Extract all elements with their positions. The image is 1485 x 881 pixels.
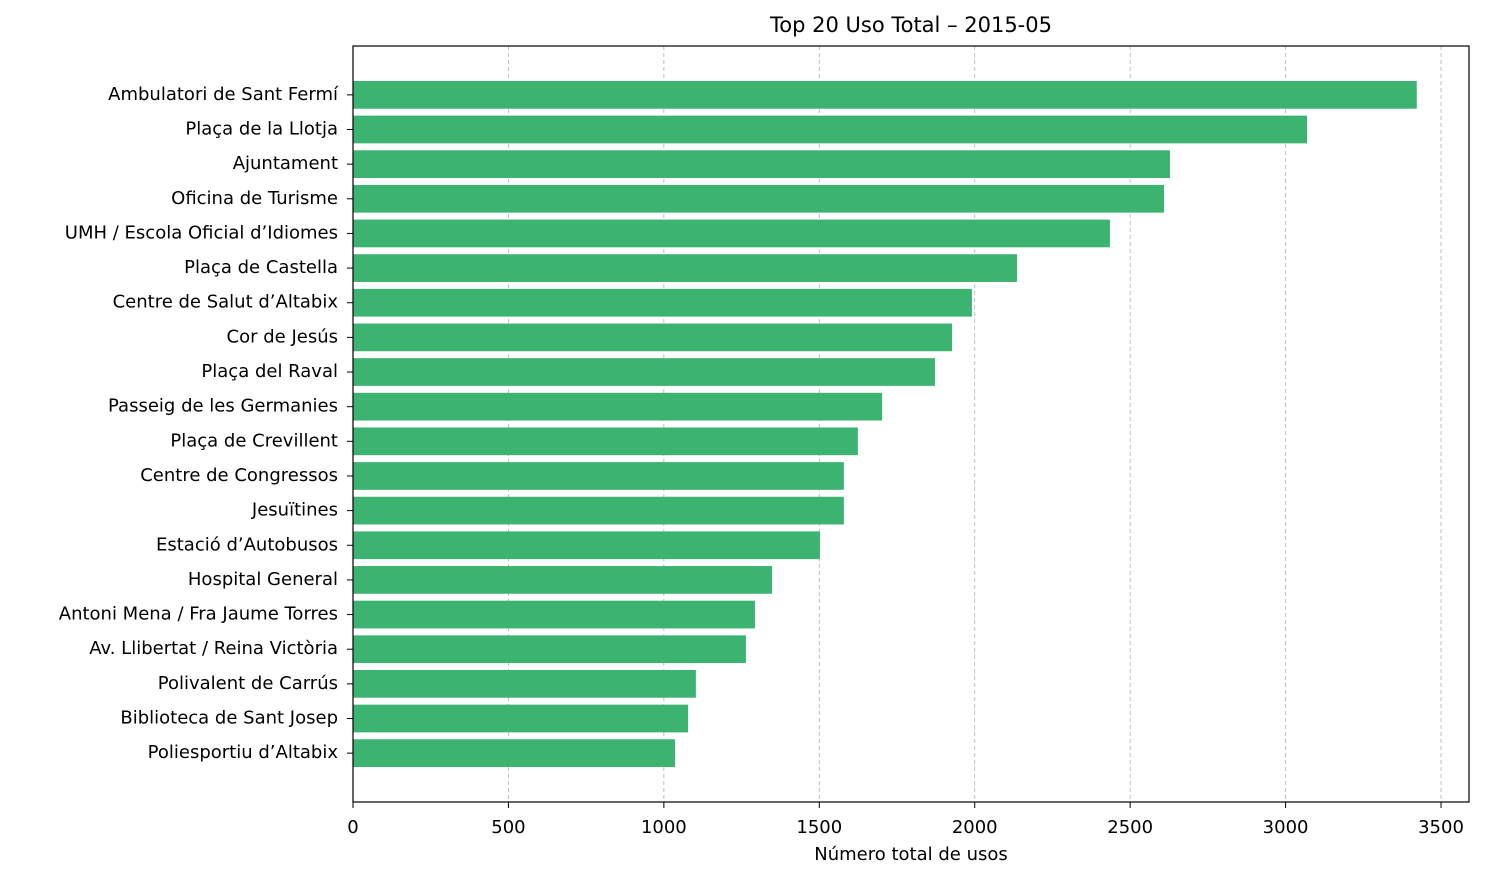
bar [353, 358, 935, 386]
bar [353, 635, 746, 664]
y-tick-label: Polivalent de Carrús [158, 673, 338, 694]
bar [353, 427, 858, 456]
bar [353, 254, 1018, 282]
y-tick-label: Poliesportiu d’Altabix [148, 742, 339, 763]
x-tick-label: 2000 [952, 817, 998, 838]
y-tick-label: Centre de Congressos [140, 465, 338, 486]
y-tick-label: UMH / Escola Oficial d’Idiomes [65, 222, 338, 243]
bar [353, 496, 844, 525]
plot-frame [352, 45, 1470, 803]
y-tick-label: Jesuïtines [251, 500, 338, 521]
bar [353, 462, 844, 490]
y-tick-label: Av. Llibertat / Reina Victòria [89, 638, 338, 659]
y-tick-label: Centre de Salut d’Altabix [113, 292, 339, 313]
x-tick-label: 1000 [641, 817, 687, 838]
bar [353, 600, 755, 629]
y-tick-label: Cor de Jesús [227, 326, 338, 347]
bar [353, 669, 696, 698]
x-tick-label: 2500 [1107, 817, 1153, 838]
chart-title: Top 20 Uso Total – 2015-05 [769, 13, 1052, 37]
x-tick-label: 3500 [1418, 817, 1464, 838]
y-tick-label: Biblioteca de Sant Josep [120, 708, 338, 729]
y-tick-label: Plaça de Crevillent [170, 430, 338, 451]
y-tick-label: Plaça del Raval [201, 361, 338, 382]
bar [353, 323, 953, 352]
y-tick-label: Plaça de la Llotja [185, 118, 338, 139]
x-axis-label: Número total de usos [814, 844, 1008, 865]
y-tick-label: Plaça de Castella [184, 257, 338, 278]
bar [353, 566, 773, 594]
x-tick-label: 0 [347, 817, 358, 838]
y-tick-label: Oficina de Turisme [171, 188, 338, 209]
bar [353, 531, 820, 560]
bar [353, 80, 1417, 109]
bar [353, 739, 676, 768]
y-tick-label: Passeig de les Germanies [108, 396, 338, 417]
bar [353, 704, 689, 733]
y-tick-label: Ajuntament [233, 153, 338, 174]
y-tick-label: Ambulatori de Sant Fermí [108, 84, 339, 105]
bar [353, 150, 1170, 179]
y-tick-label: Hospital General [188, 569, 338, 590]
x-tick-label: 500 [491, 817, 525, 838]
y-tick-label: Antoni Mena / Fra Jaume Torres [59, 604, 338, 625]
bar [353, 219, 1110, 248]
bar [353, 288, 972, 317]
y-tick-label: Estació d’Autobusos [156, 534, 338, 555]
bar [353, 392, 883, 421]
x-tick-label: 3000 [1263, 817, 1309, 838]
bar [353, 115, 1308, 144]
bar [353, 184, 1165, 213]
x-tick-label: 1500 [796, 817, 842, 838]
